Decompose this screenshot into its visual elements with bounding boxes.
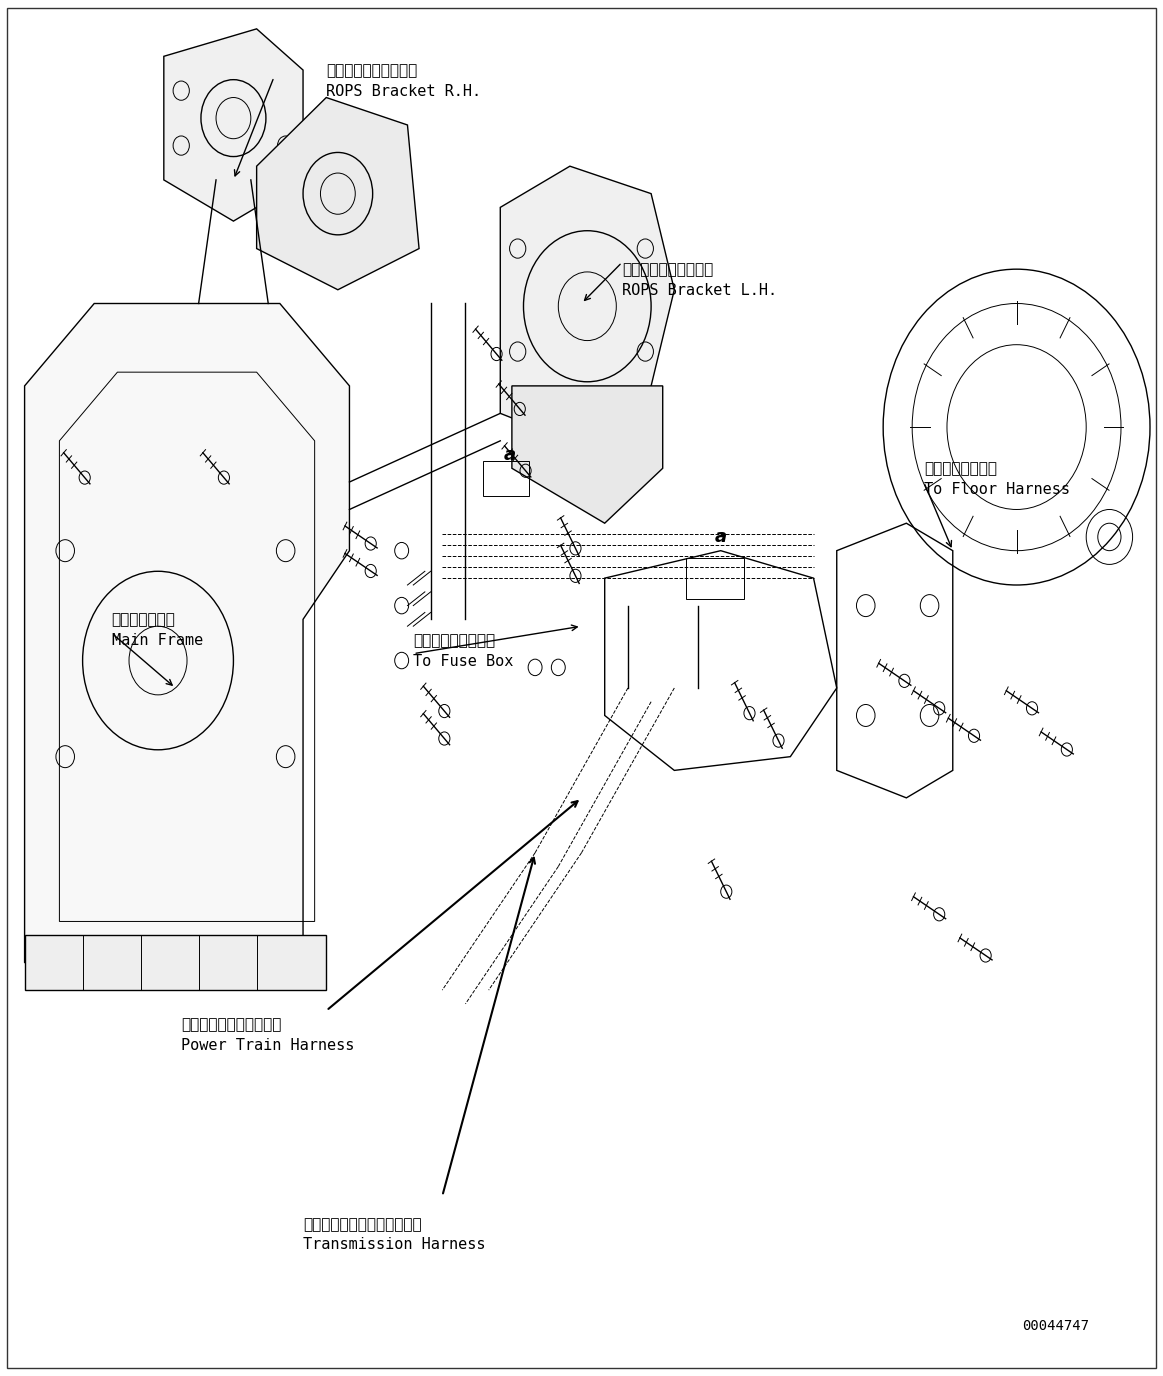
Text: Main Frame: Main Frame [112,633,202,648]
Text: ROPS Bracket L.H.: ROPS Bracket L.H. [622,283,777,297]
Text: ロプスブラケット　左: ロプスブラケット 左 [622,263,713,278]
Text: メインフレーム: メインフレーム [112,612,176,627]
Text: トランスミッションハーネス: トランスミッションハーネス [304,1216,422,1232]
Polygon shape [512,385,663,523]
Text: ロプスブラケット　右: ロプスブラケット 右 [327,63,418,78]
Text: フロアハーネスへ: フロアハーネスへ [923,461,997,476]
Text: Transmission Harness: Transmission Harness [304,1237,485,1252]
Polygon shape [24,304,349,963]
Text: ヒューズボックスへ: ヒューズボックスへ [413,633,495,648]
Text: To Fuse Box: To Fuse Box [413,654,514,669]
Polygon shape [500,166,675,440]
Text: To Floor Harness: To Floor Harness [923,482,1070,497]
Text: 00044747: 00044747 [1022,1320,1090,1333]
Polygon shape [24,936,327,991]
Text: Power Train Harness: Power Train Harness [181,1038,355,1053]
Text: ROPS Bracket R.H.: ROPS Bracket R.H. [327,84,481,99]
Polygon shape [164,29,304,222]
Text: a: a [504,446,515,464]
Text: a: a [715,528,727,546]
Text: パワートレインハーネス: パワートレインハーネス [181,1018,281,1032]
Polygon shape [257,98,419,290]
